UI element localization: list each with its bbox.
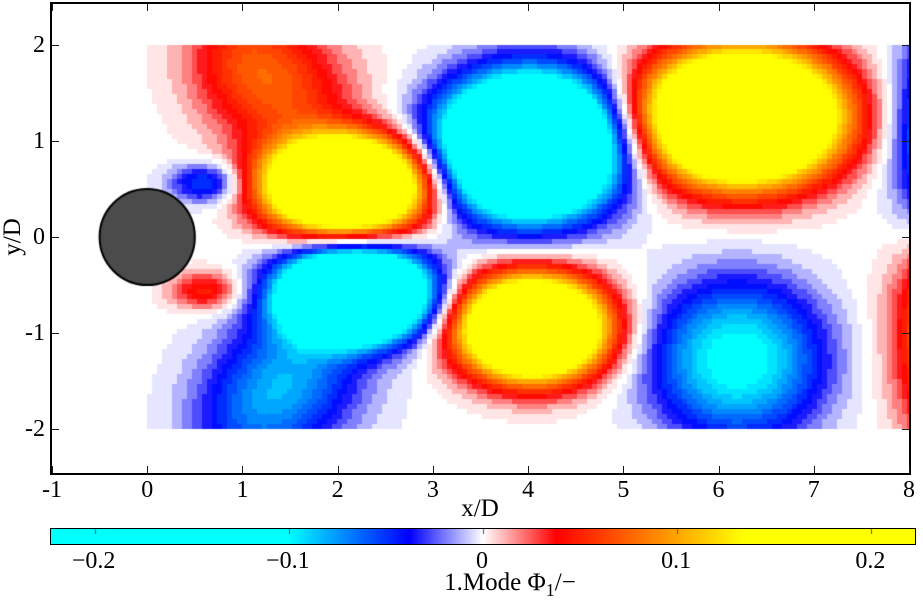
y-tick-label: -1 bbox=[25, 319, 45, 346]
tick-mark bbox=[147, 466, 149, 473]
colorbar-label-suffix: /− bbox=[554, 569, 576, 596]
tick-mark bbox=[52, 428, 59, 430]
colorbar-tick-label: 0.1 bbox=[661, 548, 692, 574]
x-tick-label: 2 bbox=[331, 477, 344, 503]
tick-mark bbox=[902, 332, 909, 334]
x-tick-label: 6 bbox=[712, 477, 725, 503]
colorbar-label-subscript: 1 bbox=[545, 580, 555, 600]
y-axis-label: y/D bbox=[0, 218, 26, 256]
colorbar-tick-label: 0 bbox=[476, 548, 488, 574]
tick-mark bbox=[909, 4, 910, 11]
tick-mark bbox=[528, 466, 530, 473]
tick-mark bbox=[902, 44, 909, 46]
x-tick-label: -1 bbox=[42, 477, 62, 503]
colorbar-label: 1.Mode Φ1/− bbox=[360, 569, 660, 601]
tick-mark bbox=[52, 44, 59, 46]
tick-mark bbox=[813, 4, 815, 11]
tick-mark bbox=[147, 4, 149, 11]
contour-field-canvas bbox=[52, 4, 909, 473]
x-tick-label: 7 bbox=[807, 477, 820, 503]
colorbar-label-text: 1.Mode Φ bbox=[444, 569, 546, 596]
y-tick-label: 0 bbox=[33, 223, 45, 250]
tick-mark bbox=[718, 4, 720, 11]
y-tick-label: -2 bbox=[25, 415, 45, 442]
x-axis-label: x/D bbox=[461, 495, 499, 522]
tick-mark bbox=[909, 466, 910, 473]
tick-mark bbox=[623, 4, 625, 11]
colorbar-tick-label: −0.1 bbox=[266, 548, 310, 574]
x-tick-label: 0 bbox=[141, 477, 154, 503]
tick-mark bbox=[242, 4, 244, 11]
tick-mark bbox=[432, 4, 434, 11]
tick-mark bbox=[52, 332, 59, 334]
tick-mark bbox=[52, 236, 59, 238]
tick-mark bbox=[902, 428, 909, 430]
tick-mark bbox=[242, 466, 244, 473]
x-tick-label: 8 bbox=[903, 477, 915, 503]
tick-mark bbox=[813, 466, 815, 473]
tick-mark bbox=[528, 4, 530, 11]
y-tick-label: 1 bbox=[33, 127, 45, 154]
x-tick-label: 4 bbox=[522, 477, 535, 503]
plot-frame bbox=[50, 2, 911, 475]
tick-mark bbox=[52, 4, 53, 11]
y-tick-label: 2 bbox=[33, 31, 45, 58]
colorbar bbox=[50, 528, 916, 545]
tick-mark bbox=[718, 466, 720, 473]
tick-mark bbox=[52, 140, 59, 142]
colorbar-tick-label: −0.2 bbox=[71, 548, 116, 574]
tick-mark bbox=[902, 140, 909, 142]
x-tick-label: 5 bbox=[617, 477, 630, 503]
x-tick-label: 3 bbox=[426, 477, 439, 503]
tick-mark bbox=[52, 466, 53, 473]
tick-mark bbox=[902, 236, 909, 238]
tick-mark bbox=[432, 466, 434, 473]
tick-mark bbox=[337, 4, 339, 11]
tick-mark bbox=[623, 466, 625, 473]
tick-mark bbox=[337, 466, 339, 473]
colorbar-tick-label: 0.2 bbox=[855, 548, 886, 574]
x-tick-label: 1 bbox=[236, 477, 249, 503]
